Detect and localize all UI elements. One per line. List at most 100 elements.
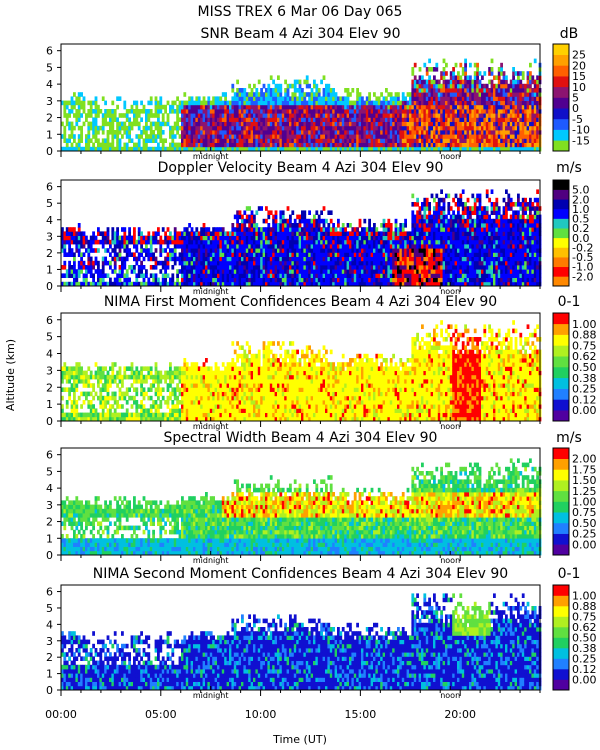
heatmap-cell: [416, 260, 419, 266]
heatmap-cell: [442, 79, 446, 85]
heatmap-cell: [231, 96, 235, 101]
heatmap-cell: [296, 138, 299, 143]
heatmap-cell: [399, 235, 403, 241]
heatmap-cell: [524, 117, 527, 122]
heatmap-cell: [70, 231, 74, 236]
heatmap-cell: [92, 134, 95, 139]
heatmap-cell: [262, 260, 266, 266]
heatmap-cell: [159, 146, 163, 152]
heatmap-cell: [387, 138, 391, 143]
heatmap-cell: [389, 223, 393, 228]
heatmap-cell: [214, 104, 218, 110]
heatmap-cell: [440, 104, 443, 110]
heatmap-cell: [416, 125, 419, 131]
heatmap-cell: [267, 117, 271, 122]
heatmap-cell: [73, 277, 76, 283]
heatmap-cell: [291, 125, 295, 131]
heatmap-cell: [461, 83, 465, 89]
heatmap-cell: [423, 265, 427, 270]
heatmap-cell: [281, 277, 285, 283]
heatmap-cell: [233, 104, 237, 110]
heatmap-cell: [298, 269, 302, 274]
heatmap-cell: [147, 100, 151, 106]
heatmap-cell: [157, 146, 160, 152]
heatmap-cell: [121, 227, 124, 232]
heatmap-cell: [185, 231, 189, 236]
heatmap-cell: [418, 125, 422, 131]
heatmap-cell: [293, 100, 297, 106]
heatmap-cell: [519, 117, 523, 122]
heatmap-cell: [296, 227, 299, 232]
heatmap-cell: [488, 104, 491, 110]
heatmap-cell: [387, 239, 391, 245]
heatmap-cell: [260, 273, 263, 278]
heatmap-cell: [377, 252, 381, 257]
heatmap-cell: [440, 130, 443, 135]
heatmap-cell: [310, 88, 314, 93]
heatmap-cell: [303, 248, 307, 253]
heatmap-cell: [99, 142, 103, 148]
heatmap-cell: [217, 134, 220, 139]
heatmap-cell: [310, 235, 314, 241]
heatmap-cell: [325, 235, 328, 241]
heatmap-cell: [267, 125, 271, 131]
heatmap-cell: [80, 146, 83, 152]
heatmap-cell: [332, 88, 335, 93]
heatmap-cell: [397, 138, 400, 143]
heatmap-cell: [193, 231, 196, 236]
heatmap-cell: [310, 269, 314, 274]
heatmap-cell: [457, 79, 460, 85]
heatmap-cell: [461, 134, 465, 139]
y-tick-label: 0: [46, 145, 53, 158]
heatmap-cell: [209, 138, 213, 143]
heatmap-cell: [401, 104, 405, 110]
heatmap-cell: [253, 121, 256, 127]
heatmap-cell: [536, 109, 539, 114]
heatmap-cell: [296, 130, 299, 135]
heatmap-cell: [478, 100, 482, 106]
heatmap-cell: [500, 125, 503, 131]
heatmap-cell: [73, 113, 76, 118]
heatmap-cell: [447, 146, 451, 152]
heatmap-cell: [161, 104, 165, 110]
heatmap-cell: [214, 260, 218, 266]
heatmap-cell: [147, 125, 151, 131]
heatmap-cell: [255, 252, 259, 257]
heatmap-cell: [301, 218, 304, 224]
heatmap-cell: [329, 256, 333, 262]
heatmap-cell: [392, 239, 395, 245]
heatmap-cell: [70, 269, 74, 274]
heatmap-cell: [365, 146, 369, 152]
heatmap-cell: [344, 113, 347, 118]
heatmap-cell: [464, 146, 467, 152]
heatmap-cell: [75, 121, 79, 127]
heatmap-cell: [217, 252, 220, 257]
heatmap-cell: [339, 256, 343, 262]
heatmap-cell: [430, 121, 434, 127]
heatmap-cell: [193, 244, 196, 249]
heatmap-cell: [373, 235, 376, 241]
heatmap-cell: [334, 130, 338, 135]
heatmap-cell: [351, 248, 355, 253]
heatmap-cell: [200, 125, 203, 131]
heatmap-cell: [521, 100, 525, 106]
heatmap-cell: [248, 235, 251, 241]
heatmap-cell: [310, 146, 314, 152]
heatmap-cell: [185, 130, 189, 135]
heatmap-cell: [322, 206, 326, 211]
heatmap-cell: [509, 83, 513, 89]
heatmap-cell: [382, 96, 386, 101]
colorbar-label: 20: [572, 59, 586, 72]
heatmap-cell: [248, 277, 251, 283]
heatmap-cell: [193, 248, 196, 253]
heatmap-cell: [392, 252, 395, 257]
heatmap-cell: [193, 104, 196, 110]
heatmap-cell: [416, 202, 419, 207]
heatmap-cell: [149, 248, 153, 253]
heatmap-cell: [421, 75, 424, 80]
heatmap-cell: [329, 218, 333, 224]
heatmap-cell: [243, 252, 247, 257]
heatmap-cell: [399, 231, 403, 236]
heatmap-cell: [212, 239, 215, 245]
heatmap-cell: [161, 130, 165, 135]
